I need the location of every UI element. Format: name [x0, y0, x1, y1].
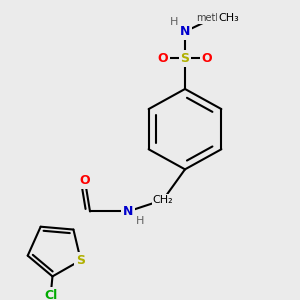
- Text: S: S: [181, 52, 190, 65]
- Text: methyl: methyl: [196, 13, 230, 23]
- Text: O: O: [80, 174, 90, 187]
- Text: O: O: [202, 52, 212, 65]
- Text: H: H: [136, 216, 144, 226]
- Text: CH₂: CH₂: [153, 195, 173, 205]
- Text: S: S: [76, 254, 85, 267]
- Text: H: H: [170, 17, 178, 27]
- Text: O: O: [158, 52, 168, 65]
- Text: CH₃: CH₃: [218, 13, 239, 23]
- Text: Cl: Cl: [44, 289, 57, 300]
- Text: N: N: [180, 25, 190, 38]
- Text: N: N: [123, 205, 133, 218]
